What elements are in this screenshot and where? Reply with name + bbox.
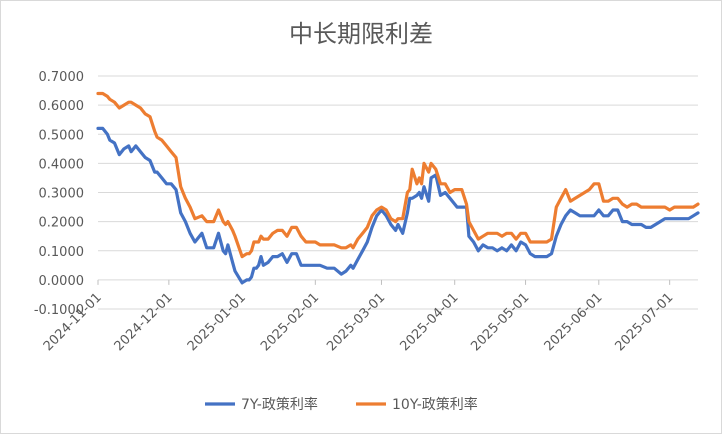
- y-tick-label: 0.2000: [39, 216, 85, 231]
- y-axis: 0.7000 0.6000 0.5000 0.4000 0.3000 0.2000 0.10…: [34, 70, 84, 318]
- x-tick-label: 2025-05-01: [468, 290, 532, 354]
- y-tick-label: 0.1000: [39, 245, 85, 260]
- series-line: [96, 91, 700, 259]
- series-line: [96, 126, 700, 285]
- y-tick-label: 0.0000: [39, 274, 85, 289]
- x-tick-label: 2024-11-01: [41, 290, 105, 354]
- y-tick-label: 0.7000: [39, 70, 85, 85]
- legend-label: 7Y-政策利率: [241, 396, 318, 413]
- x-tick-label: 2025-03-01: [324, 290, 388, 354]
- chart-title: 中长期限利差: [289, 20, 433, 48]
- x-tick-label: 2025-06-01: [542, 290, 606, 354]
- x-axis: 2024-11-01 2024-12-01 2025-01-01 2025-02-01…: [41, 279, 676, 354]
- x-tick-label: 2025-01-01: [185, 290, 249, 354]
- y-tick-label: -0.1000: [34, 303, 84, 318]
- x-tick-label: 2025-02-01: [258, 290, 322, 354]
- y-tick-label: 0.3000: [39, 187, 85, 202]
- gridlines: [98, 75, 698, 310]
- series-lines: [96, 91, 700, 285]
- y-tick-label: 0.4000: [39, 157, 85, 172]
- x-tick-label: 2025-04-01: [397, 290, 461, 354]
- legend: 7Y-政策利率 10Y-政策利率: [205, 396, 478, 413]
- legend-label: 10Y-政策利率: [392, 396, 478, 413]
- y-tick-label: 0.6000: [39, 99, 85, 114]
- x-tick-label: 2025-07-01: [612, 290, 676, 354]
- x-tick-label: 2024-12-01: [112, 290, 176, 354]
- y-tick-label: 0.5000: [39, 128, 85, 143]
